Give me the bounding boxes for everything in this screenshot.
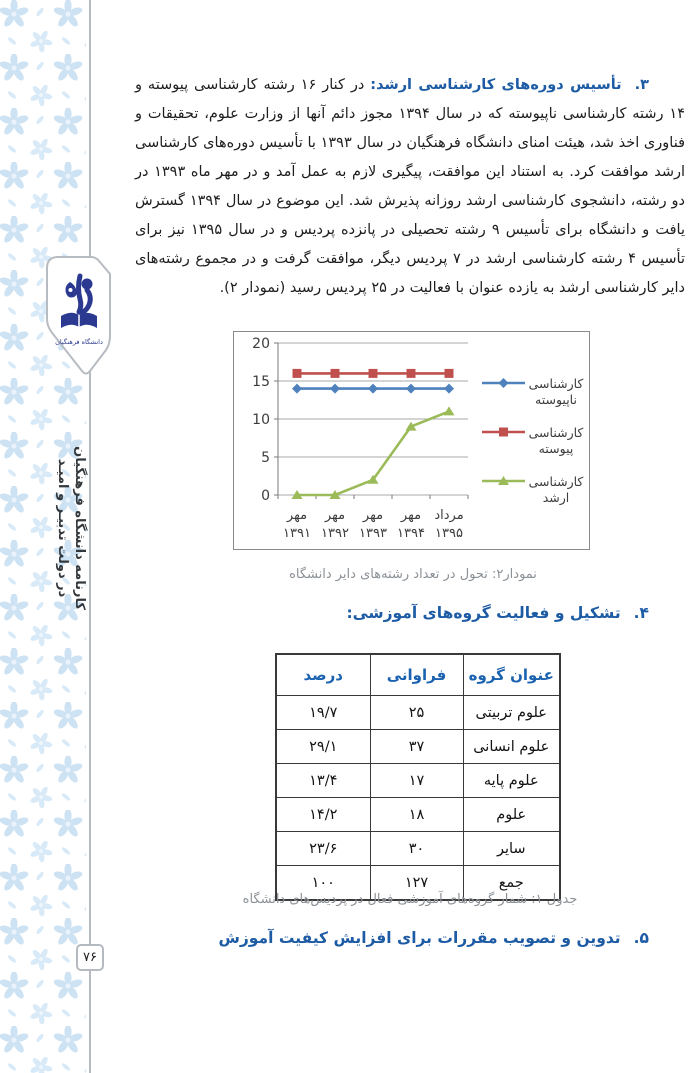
heading-item-4: ۴. تشکیل و فعالیت گروه‌های آموزشی: <box>346 604 685 622</box>
table-row: علوم پایه ۱۷ ۱۳/۴ <box>275 763 561 798</box>
legend-entry: کارشناسی ارشد <box>482 474 583 506</box>
vertical-edition-title: کارنامه دانشگاه فرهنگیان در دولت تدبیـر … <box>54 372 88 684</box>
chart-svg: 0 5 10 15 20 مهر ۱۳۹۱ مهر ۱۳۹۲ مهر ۱۳۹۳ مهر ۱۳۹۴ مردا… <box>252 336 583 541</box>
table-row: جمع ۱۲۷ ۱۰۰ <box>275 865 561 901</box>
diamond-marker-icon <box>330 383 340 394</box>
legend-label: کارشناسی ناپیوسته <box>529 376 584 408</box>
table-cell: ۱۰۰ <box>275 865 371 901</box>
triangle-marker-icon <box>405 421 417 431</box>
sidebar-divider-line <box>89 0 91 1073</box>
table-cell: ۱۴/۲ <box>275 797 371 832</box>
x-axis-label: مهر ۱۳۹۳ <box>359 508 387 541</box>
square-marker-icon <box>292 368 302 378</box>
heading-item-5: ۵. تدوین و تصویب مقررات برای افزایش کیفیت… <box>219 929 686 947</box>
table-header-cell: عنوان گروه <box>462 653 561 696</box>
table-cell: ۳۷ <box>369 729 464 764</box>
legend-entry: کارشناسی پیوسته <box>482 425 583 457</box>
triangle-marker-icon <box>291 490 303 499</box>
item-5-title: تدوین و تصویب مقررات برای افزایش کیفیت آ… <box>218 929 621 947</box>
square-marker-icon <box>330 368 340 378</box>
item-5-number: ۵. <box>633 929 649 947</box>
x-axis-label: مهر ۱۳۹۲ <box>321 508 349 541</box>
table-row: علوم تربیتی ۲۵ ۱۹/۷ <box>275 695 561 730</box>
square-marker-icon <box>444 368 454 378</box>
series-3 <box>291 406 455 499</box>
series-1 <box>292 383 454 394</box>
legend-entry: کارشناسی ناپیوسته <box>482 376 583 408</box>
table-cell: علوم انسانی <box>462 729 561 764</box>
table-row: علوم ۱۸ ۱۴/۲ <box>275 797 561 832</box>
table-header-row: عنوان گروه فراوانی درصد <box>275 653 561 696</box>
square-marker-icon <box>499 427 508 437</box>
x-axis-label: مهر ۱۳۹۱ <box>283 508 311 541</box>
y-axis-label: 20 <box>252 336 270 352</box>
x-axis-label: مرداد ۱۳۹۵ <box>434 508 463 541</box>
y-axis-label: 10 <box>252 412 270 428</box>
table-cell: ۱۹/۷ <box>275 695 371 730</box>
table-cell: ۲۹/۱ <box>275 729 371 764</box>
legend-label: کارشناسی ارشد <box>529 474 584 506</box>
section-item-3: ۳. تأسیس دوره‌های کارشناسی ارشد: در کنار … <box>135 71 685 303</box>
item-3-lead: تأسیس دوره‌های کارشناسی ارشد: <box>370 77 622 93</box>
triangle-marker-icon <box>367 474 379 484</box>
legend-label: کارشناسی پیوسته <box>529 425 584 457</box>
table-row: سایر ۳۰ ۲۳/۶ <box>275 831 561 866</box>
diamond-marker-icon <box>292 383 302 394</box>
diamond-marker-icon <box>498 378 509 388</box>
university-logo-icon <box>61 273 97 328</box>
table-cell: ۱۷ <box>369 763 464 798</box>
table-cell: علوم <box>462 797 561 832</box>
table-cell: ۱۸ <box>369 797 464 832</box>
table-cell: جمع <box>462 865 561 901</box>
table-cell: علوم پایه <box>462 763 561 798</box>
series-2 <box>292 368 454 378</box>
diamond-marker-icon <box>406 383 416 394</box>
triangle-marker-icon <box>498 476 509 485</box>
y-axis-label: 15 <box>252 374 270 390</box>
table-header-cell: فراوانی <box>369 653 464 696</box>
item-3-number: ۳. <box>634 77 650 93</box>
chart-caption: نمودار۲: تحول در تعداد رشته‌های دایر دان… <box>289 567 537 582</box>
logo-caption: دانشگاه فرهنگیان <box>55 338 103 346</box>
page-number: ۷۶ <box>83 950 97 965</box>
table-cell: ۲۵ <box>369 695 464 730</box>
vertical-title-line-2: در دولت تدبیـر و امیـد <box>55 458 70 598</box>
x-axis-label: مهر ۱۳۹۴ <box>397 508 425 541</box>
item-4-number: ۴. <box>633 604 649 622</box>
item-3-body: در کنار ۱۶ رشته کارشناسی پیوسته و ۱۴ رشت… <box>135 77 686 296</box>
table-cell: ۳۰ <box>369 831 464 866</box>
table-cell: سایر <box>462 831 561 866</box>
triangle-marker-icon <box>443 406 455 416</box>
vertical-title-line-1: کارنامه دانشگاه فرهنگیان <box>72 446 87 610</box>
triangle-marker-icon <box>329 490 341 499</box>
diamond-marker-icon <box>444 383 454 394</box>
sidebar-floral-pattern <box>0 0 86 1073</box>
square-marker-icon <box>368 368 378 378</box>
item-4-title: تشکیل و فعالیت گروه‌های آموزشی: <box>346 604 621 622</box>
y-axis-label: 0 <box>261 488 270 504</box>
groups-table: عنوان گروه فراوانی درصد علوم تربیتی ۲۵ ۱۹/۷ ع… <box>275 653 561 901</box>
square-marker-icon <box>406 368 416 378</box>
table-caption: جدول ۱: شمار گروه‌های آموزشی فعال در پرد… <box>242 892 578 907</box>
table-cell: علوم تربیتی <box>462 695 561 730</box>
table-cell: ۲۳/۶ <box>275 831 371 866</box>
groups-table-wrap: عنوان گروه فراوانی درصد علوم تربیتی ۲۵ ۱۹/۷ ع… <box>275 653 561 901</box>
table-row: علوم انسانی ۳۷ ۲۹/۱ <box>275 729 561 764</box>
chart-figure: 0 5 10 15 20 مهر ۱۳۹۱ مهر ۱۳۹۲ مهر ۱۳۹۳ مهر ۱۳۹۴ مردا… <box>233 331 590 550</box>
diamond-marker-icon <box>368 383 378 394</box>
table-header-cell: درصد <box>275 653 371 696</box>
y-axis-label: 5 <box>261 450 270 466</box>
page-number-box: ۷۶ <box>76 944 104 971</box>
table-cell: ۱۲۷ <box>369 865 464 901</box>
table-cell: ۱۳/۴ <box>275 763 371 798</box>
table-body: علوم تربیتی ۲۵ ۱۹/۷ علوم انسانی ۳۷ ۲۹/۱ علوم پ… <box>275 695 561 901</box>
university-logo-badge: دانشگاه فرهنگیان <box>46 256 111 375</box>
